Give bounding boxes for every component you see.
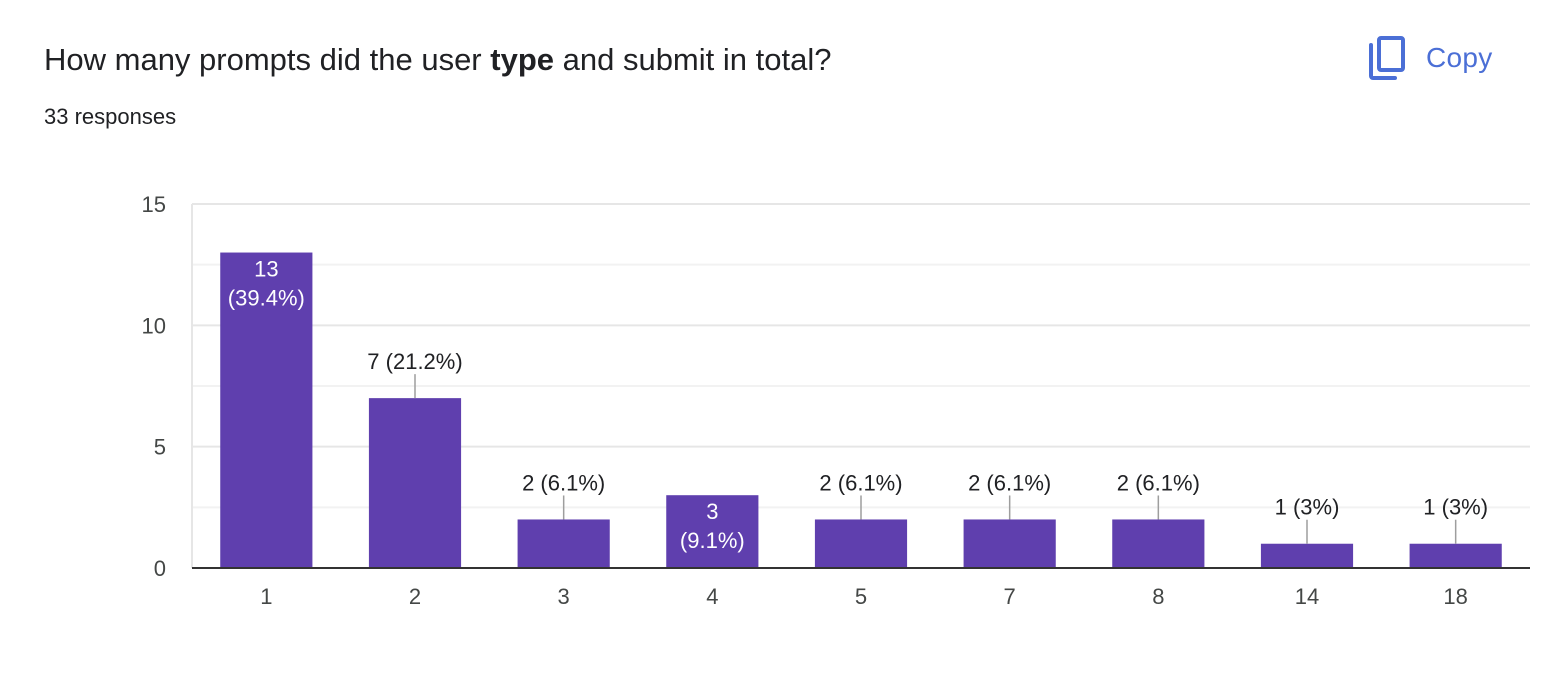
- x-tick-label: 18: [1443, 584, 1467, 609]
- data-labels: 13 (39.4%) 7 (21.2%) 2 (6.1%) 3 (9.1%) 2 (6.1%…: [228, 257, 1488, 554]
- data-label-percent: (9.1%): [680, 528, 745, 553]
- data-label: 13: [254, 257, 278, 282]
- copy-icon: [1369, 36, 1405, 80]
- data-label: 2 (6.1%): [968, 470, 1051, 495]
- x-tick-label: 8: [1152, 584, 1164, 609]
- copy-label: Copy: [1426, 42, 1493, 73]
- bar[interactable]: [368, 398, 462, 568]
- x-tick-label: 4: [706, 584, 718, 609]
- response-count: 33 responses: [44, 104, 177, 129]
- bar[interactable]: [220, 252, 313, 569]
- bar[interactable]: [666, 495, 759, 568]
- data-label: 1 (3%): [1423, 495, 1488, 520]
- x-tick-label: 2: [409, 584, 421, 609]
- data-label-percent: (39.4%): [228, 286, 305, 311]
- data-label: 1 (3%): [1275, 495, 1340, 520]
- axes: 0 5 10 15 1 2 3 4 5 7 8 14 18: [142, 192, 1530, 609]
- bar[interactable]: [1260, 543, 1354, 568]
- x-tick-label: 5: [855, 584, 867, 609]
- question-text-bold: type: [490, 42, 554, 77]
- x-tick-label: 3: [558, 584, 570, 609]
- y-tick-label: 15: [142, 192, 166, 217]
- y-tick-label: 10: [142, 313, 166, 338]
- x-tick-label: 7: [1004, 584, 1016, 609]
- x-tick-label: 14: [1295, 584, 1319, 609]
- y-tick-label: 5: [154, 435, 166, 460]
- data-label: 2 (6.1%): [522, 470, 605, 495]
- bar[interactable]: [1112, 519, 1205, 568]
- x-tick-label: 1: [260, 584, 272, 609]
- data-label: 2 (6.1%): [1117, 470, 1200, 495]
- bar[interactable]: [1409, 543, 1502, 568]
- data-label: 7 (21.2%): [367, 349, 462, 374]
- data-label: 2 (6.1%): [819, 470, 902, 495]
- bars: [220, 252, 1502, 569]
- question-text-before: How many prompts did the user: [44, 42, 491, 77]
- bar[interactable]: [963, 519, 1056, 568]
- bar[interactable]: [517, 519, 610, 568]
- bar[interactable]: [814, 519, 908, 568]
- y-tick-label: 0: [154, 556, 166, 581]
- question-text-after: and submit in total?: [554, 42, 832, 77]
- question-title: How many prompts did the user type and s…: [44, 40, 831, 80]
- copy-button[interactable]: Copy: [1360, 30, 1501, 86]
- data-label: 3: [706, 499, 718, 524]
